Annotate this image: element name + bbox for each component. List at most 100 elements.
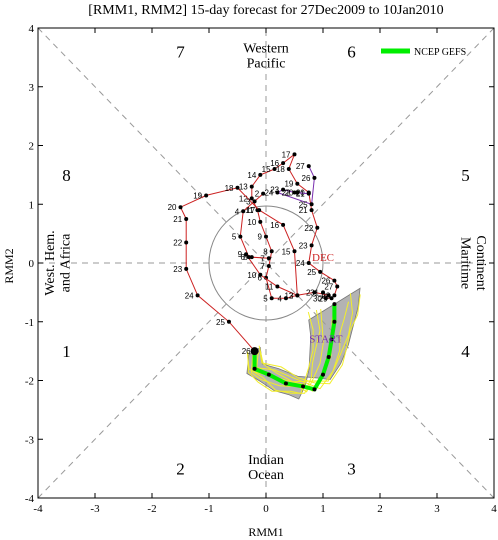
data-point	[238, 234, 243, 239]
day-label: 31	[310, 288, 319, 297]
day-label: 15	[282, 247, 291, 256]
data-point	[281, 161, 286, 166]
data-point	[275, 284, 280, 289]
y-tick-label: -2	[25, 376, 34, 388]
data-point	[184, 240, 189, 245]
data-point	[252, 199, 257, 204]
data-point	[258, 219, 263, 224]
day-label: 28	[321, 291, 330, 300]
y-axis-label: RMM2	[2, 248, 16, 283]
data-point	[250, 347, 259, 356]
data-point	[226, 319, 231, 324]
data-point	[258, 172, 263, 177]
y-tick-label: -4	[25, 493, 35, 505]
data-point	[249, 255, 254, 260]
data-point	[266, 372, 271, 377]
day-label: 16	[270, 221, 279, 230]
y-tick-label: 2	[29, 141, 35, 153]
data-point	[323, 296, 328, 301]
series-dec: 1234567891011121314151617181920212223242…	[239, 150, 340, 303]
data-point	[257, 208, 262, 213]
data-point	[286, 167, 291, 171]
data-point	[283, 381, 288, 386]
day-label: 12	[239, 194, 248, 203]
day-label: 23	[173, 265, 182, 274]
data-point	[204, 193, 209, 198]
data-point	[309, 202, 314, 207]
data-point	[292, 152, 297, 157]
day-label: 1	[320, 291, 325, 300]
ensemble-member-line	[250, 308, 324, 393]
day-label: 10	[247, 271, 256, 280]
day-label: 9	[238, 250, 243, 259]
day-label: 25	[307, 268, 316, 277]
data-point	[264, 275, 268, 280]
data-point	[312, 387, 317, 392]
data-point	[295, 181, 300, 186]
data-point	[266, 256, 271, 261]
series-ncep-gefs	[250, 302, 337, 392]
region-label-bottom: Ocean	[248, 468, 284, 483]
data-point	[301, 384, 306, 389]
unit-circle	[208, 205, 324, 321]
data-point	[295, 190, 300, 195]
x-tick-label: -1	[204, 503, 213, 515]
data-point	[306, 191, 311, 196]
region-label-top: Pacific	[247, 56, 286, 71]
x-tick-label: -3	[90, 503, 100, 515]
day-label: 22	[173, 238, 182, 247]
region-label-top: Western	[243, 42, 289, 57]
y-tick-label: -3	[25, 434, 35, 446]
day-label: 11	[265, 283, 274, 292]
day-label: 2	[255, 190, 260, 199]
day-label: 18	[225, 184, 234, 193]
day-label: 20	[168, 203, 177, 212]
data-point	[249, 184, 254, 189]
x-tick-label: -4	[33, 503, 43, 515]
x-tick-label: -2	[147, 503, 156, 515]
day-label: 30	[313, 294, 322, 303]
data-point	[281, 187, 286, 192]
x-tick-label: 0	[263, 503, 269, 515]
data-point	[281, 222, 286, 227]
month-label: START	[309, 333, 343, 345]
y-tick-label: 3	[29, 82, 35, 94]
data-point	[332, 278, 337, 283]
day-label: 10	[247, 218, 256, 227]
data-point	[306, 164, 311, 169]
day-label: 4	[277, 294, 282, 303]
day-label: 26	[242, 347, 251, 356]
data-point	[195, 293, 200, 298]
region-label-right: Continent	[473, 235, 488, 290]
day-label: 6	[240, 253, 245, 262]
data-point	[258, 272, 263, 277]
data-point	[329, 337, 334, 342]
phase-label-1: 1	[62, 342, 71, 361]
data-point	[335, 284, 340, 289]
day-label: 17	[282, 150, 291, 159]
phase-label-3: 3	[347, 460, 356, 479]
day-label: 8	[263, 247, 268, 256]
day-label: 17	[246, 206, 255, 215]
data-point	[272, 167, 277, 171]
day-label: 25	[299, 200, 308, 209]
data-point	[321, 372, 325, 377]
data-point	[178, 205, 183, 210]
region-label-left: and Africa	[58, 233, 73, 292]
chart-title: [RMM1, RMM2] 15-day forecast for 27Dec20…	[88, 3, 443, 18]
data-point	[266, 263, 271, 268]
phase-label-7: 7	[176, 43, 185, 62]
data-point	[275, 190, 280, 195]
day-label: 5	[232, 233, 237, 242]
y-tick-label: 1	[29, 199, 35, 211]
day-label: 27	[324, 283, 333, 292]
ensemble-member-line	[259, 294, 361, 385]
day-label: 2	[306, 288, 311, 297]
data-point	[184, 266, 189, 271]
day-label: 23	[299, 241, 308, 250]
region-label-left: West. Hem.	[43, 230, 58, 295]
region-label-right: Maritime	[458, 237, 473, 289]
x-tick-label: 1	[320, 503, 326, 515]
data-point	[306, 261, 311, 265]
